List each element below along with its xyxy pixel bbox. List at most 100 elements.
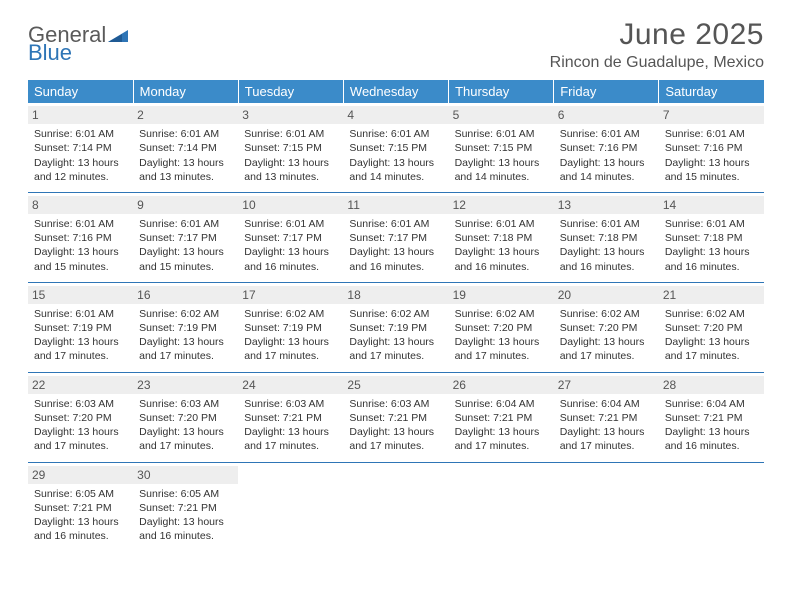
sunrise-text: Sunrise: 6:04 AM [665, 397, 758, 411]
sunrise-text: Sunrise: 6:01 AM [560, 217, 653, 231]
sunset-text: Sunset: 7:15 PM [455, 141, 548, 155]
sunset-text: Sunset: 7:21 PM [34, 501, 127, 515]
sunrise-text: Sunrise: 6:01 AM [560, 127, 653, 141]
sunrise-text: Sunrise: 6:01 AM [455, 217, 548, 231]
daylight-text: Daylight: 13 hours and 17 minutes. [349, 335, 442, 363]
day-number: 1 [28, 106, 133, 124]
sunrise-text: Sunrise: 6:01 AM [34, 127, 127, 141]
calendar-cell: 12 Sunrise: 6:01 AMSunset: 7:18 PMDayligh… [449, 192, 554, 282]
daylight-text: Daylight: 13 hours and 17 minutes. [560, 425, 653, 453]
sunrise-text: Sunrise: 6:02 AM [665, 307, 758, 321]
calendar-cell: 15Sunrise: 6:01 AMSunset: 7:19 PMDayligh… [28, 282, 133, 372]
header: General Blue June 2025 Rincon de Guadalu… [28, 18, 764, 72]
logo-triangle-icon [108, 24, 128, 46]
day-number: 21 [659, 286, 764, 304]
sunrise-text: Sunrise: 6:01 AM [349, 217, 442, 231]
calendar-cell [554, 462, 659, 551]
calendar-row: 1 Sunrise: 6:01 AM Sunset: 7:14 PM Daylight… [28, 103, 764, 192]
calendar-cell: 26Sunrise: 6:04 AMSunset: 7:21 PMDayligh… [449, 372, 554, 462]
calendar-cell: 14Sunrise: 6:01 AMSunset: 7:18 PMDayligh… [659, 192, 764, 282]
sunset-text: Sunset: 7:19 PM [349, 321, 442, 335]
day-number: 24 [238, 376, 343, 394]
daylight-text: Daylight: 13 hours and 17 minutes. [560, 335, 653, 363]
sunrise-text: Sunrise: 6:01 AM [34, 217, 127, 231]
daylight-text: Daylight: 13 hours and 16 minutes. [455, 245, 548, 273]
logo-word-blue: Blue [28, 40, 72, 65]
sunset-text: Sunset: 7:20 PM [665, 321, 758, 335]
sunset-text: Sunset: 7:17 PM [244, 231, 337, 245]
calendar-cell [343, 462, 448, 551]
sunset-text: Sunset: 7:15 PM [244, 141, 337, 155]
daylight-text: Daylight: 13 hours and 15 minutes. [34, 245, 127, 273]
sunrise-text: Sunrise: 6:05 AM [34, 487, 127, 501]
day-number: 5 [449, 106, 554, 124]
calendar-page: General Blue June 2025 Rincon de Guadalu… [0, 0, 792, 551]
calendar-cell: 6Sunrise: 6:01 AMSunset: 7:16 PMDaylight… [554, 103, 659, 192]
month-title: June 2025 [550, 18, 764, 52]
sunrise-text: Sunrise: 6:01 AM [244, 217, 337, 231]
daylight-text: Daylight: 13 hours and 16 minutes. [560, 245, 653, 273]
day-number: 22 [28, 376, 133, 394]
sunset-text: Sunset: 7:20 PM [455, 321, 548, 335]
calendar-cell: 24Sunrise: 6:03 AMSunset: 7:21 PMDayligh… [238, 372, 343, 462]
calendar-cell: 5Sunrise: 6:01 AMSunset: 7:15 PMDaylight… [449, 103, 554, 192]
daylight-text: Daylight: 13 hours and 16 minutes. [665, 245, 758, 273]
day-number: 19 [449, 286, 554, 304]
day-number: 18 [343, 286, 448, 304]
daylight-text: Daylight: 13 hours and 17 minutes. [349, 425, 442, 453]
sunset-text: Sunset: 7:19 PM [139, 321, 232, 335]
weekday-header: Sunday [28, 80, 133, 103]
daylight-text: Daylight: 13 hours and 16 minutes. [665, 425, 758, 453]
calendar-cell: 28Sunrise: 6:04 AMSunset: 7:21 PMDayligh… [659, 372, 764, 462]
sunset-text: Sunset: 7:16 PM [560, 141, 653, 155]
weekday-header: Friday [554, 80, 659, 103]
day-number: 4 [343, 106, 448, 124]
calendar-cell: 7Sunrise: 6:01 AMSunset: 7:16 PMDaylight… [659, 103, 764, 192]
sunrise-text: Sunrise: 6:03 AM [349, 397, 442, 411]
weekday-header: Wednesday [343, 80, 448, 103]
daylight-text: Daylight: 13 hours and 17 minutes. [34, 335, 127, 363]
sunset-text: Sunset: 7:19 PM [244, 321, 337, 335]
daylight-text: Daylight: 13 hours and 12 minutes. [34, 156, 127, 184]
weekday-header: Saturday [659, 80, 764, 103]
daylight-text: Daylight: 13 hours and 17 minutes. [244, 335, 337, 363]
sunset-text: Sunset: 7:14 PM [139, 141, 232, 155]
weekday-header: Thursday [449, 80, 554, 103]
calendar-cell: 9Sunrise: 6:01 AMSunset: 7:17 PMDaylight… [133, 192, 238, 282]
daylight-text: Daylight: 13 hours and 17 minutes. [34, 425, 127, 453]
daylight-text: Daylight: 13 hours and 16 minutes. [349, 245, 442, 273]
calendar-row: 15Sunrise: 6:01 AMSunset: 7:19 PMDayligh… [28, 282, 764, 372]
sunset-text: Sunset: 7:21 PM [139, 501, 232, 515]
daylight-text: Daylight: 13 hours and 14 minutes. [349, 156, 442, 184]
sunrise-text: Sunrise: 6:01 AM [139, 217, 232, 231]
calendar-cell: 2Sunrise: 6:01 AMSunset: 7:14 PMDaylight… [133, 103, 238, 192]
sunrise-text: Sunrise: 6:01 AM [349, 127, 442, 141]
calendar-cell: 3Sunrise: 6:01 AMSunset: 7:15 PMDaylight… [238, 103, 343, 192]
calendar-row: 22Sunrise: 6:03 AMSunset: 7:20 PMDayligh… [28, 372, 764, 462]
calendar-cell: 25Sunrise: 6:03 AMSunset: 7:21 PMDayligh… [343, 372, 448, 462]
sunrise-text: Sunrise: 6:02 AM [560, 307, 653, 321]
sunset-text: Sunset: 7:21 PM [560, 411, 653, 425]
sunset-text: Sunset: 7:18 PM [665, 231, 758, 245]
sunset-text: Sunset: 7:20 PM [560, 321, 653, 335]
calendar-cell: 4Sunrise: 6:01 AMSunset: 7:15 PMDaylight… [343, 103, 448, 192]
sunset-text: Sunset: 7:20 PM [34, 411, 127, 425]
day-number: 17 [238, 286, 343, 304]
day-number: 30 [133, 466, 238, 484]
day-number: 26 [449, 376, 554, 394]
daylight-text: Daylight: 13 hours and 16 minutes. [139, 515, 232, 543]
calendar-cell [238, 462, 343, 551]
daylight-text: Daylight: 13 hours and 17 minutes. [455, 425, 548, 453]
calendar-cell: 21Sunrise: 6:02 AMSunset: 7:20 PMDayligh… [659, 282, 764, 372]
calendar-cell: 18Sunrise: 6:02 AMSunset: 7:19 PMDayligh… [343, 282, 448, 372]
calendar-cell: 29Sunrise: 6:05 AMSunset: 7:21 PMDayligh… [28, 462, 133, 551]
sunset-text: Sunset: 7:21 PM [244, 411, 337, 425]
calendar-cell: 16Sunrise: 6:02 AMSunset: 7:19 PMDayligh… [133, 282, 238, 372]
calendar-row: 29Sunrise: 6:05 AMSunset: 7:21 PMDayligh… [28, 462, 764, 551]
calendar-cell: 23Sunrise: 6:03 AMSunset: 7:20 PMDayligh… [133, 372, 238, 462]
calendar-table: Sunday Monday Tuesday Wednesday Thursday… [28, 80, 764, 551]
day-number: 12 [449, 196, 554, 214]
sunrise-text: Sunrise: 6:01 AM [244, 127, 337, 141]
sunset-text: Sunset: 7:18 PM [455, 231, 548, 245]
daylight-text: Daylight: 13 hours and 17 minutes. [139, 425, 232, 453]
